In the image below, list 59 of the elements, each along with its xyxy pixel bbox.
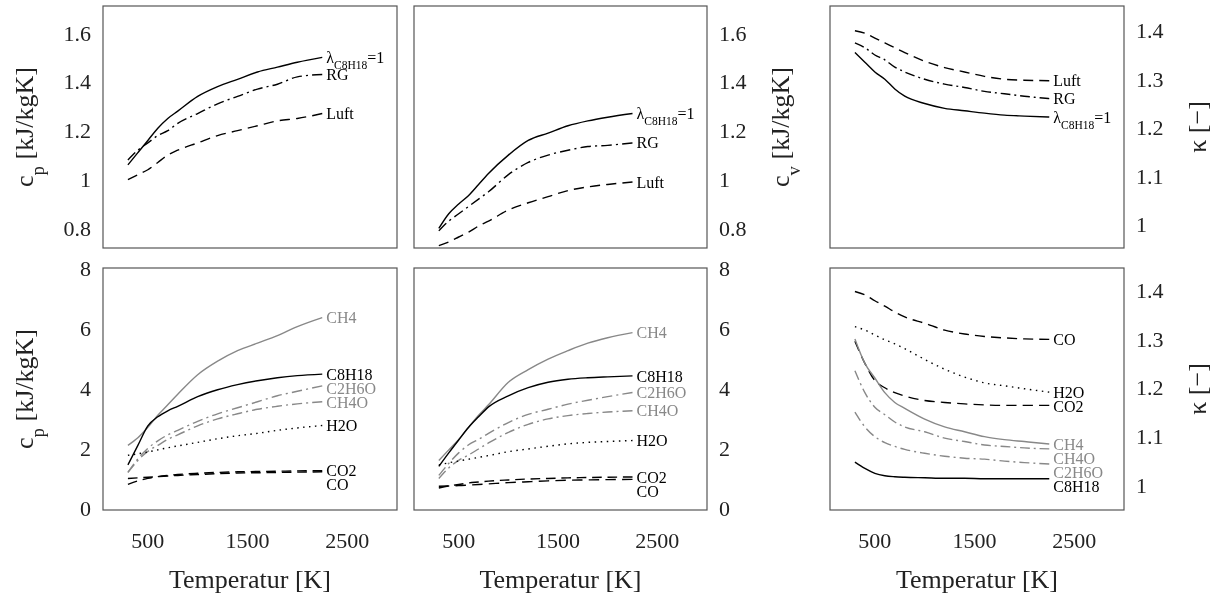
x-tick-label: 500	[442, 528, 476, 553]
series-label: Luft	[636, 173, 665, 191]
y-tick-label: 1	[719, 167, 730, 193]
x-axis-title: Temperatur [K]	[168, 565, 332, 594]
y-tick-label: 1.3	[1136, 326, 1164, 352]
y-tick-label: 1.6	[63, 20, 91, 46]
x-tick-label: 500	[858, 528, 892, 553]
y-tick-label: 6	[719, 315, 730, 341]
y-tick-label: 1	[1136, 212, 1147, 238]
y-tick-label: 6	[80, 315, 91, 341]
y-tick-label: 1.1	[1136, 163, 1164, 189]
y-tick-label: 1.4	[63, 69, 91, 95]
y-tick-label: 1.1	[1136, 424, 1164, 450]
y-tick-label: 0.8	[63, 216, 91, 242]
x-axis-title: Temperatur [K]	[895, 565, 1059, 594]
y-tick-label: 4	[80, 375, 91, 401]
y-tick-label: 4	[719, 375, 730, 401]
series-label: H2O	[326, 417, 358, 435]
x-tick-label: 2500	[1052, 528, 1097, 553]
y-tick-label: 1.2	[1136, 115, 1164, 141]
series-label: RG	[1053, 90, 1076, 108]
x-tick-label: 1500	[952, 528, 997, 553]
series-label: C2H6O	[636, 384, 687, 402]
y-tick-label: 1.2	[1136, 375, 1164, 401]
x-tick-label: 500	[131, 528, 165, 553]
y-tick-label: 0.8	[719, 216, 747, 242]
y-tick-label: 1.2	[63, 118, 91, 144]
y-tick-label: 2	[80, 436, 91, 462]
y-tick-label: 1.4	[1136, 277, 1164, 303]
y-tick-label: 2	[719, 436, 730, 462]
y-tick-label: 1.2	[719, 118, 747, 144]
y-tick-label: 1.4	[1136, 18, 1164, 44]
y-axis-title: κ [−]	[1183, 101, 1212, 153]
series-label: CH4	[636, 324, 667, 342]
y-tick-label: 8	[80, 255, 91, 281]
x-tick-label: 2500	[635, 528, 680, 553]
y-axis-title: κ [−]	[1183, 363, 1212, 415]
series-label: H2O	[636, 432, 668, 450]
x-tick-label: 1500	[536, 528, 581, 553]
series-label: C8H18	[636, 367, 683, 385]
y-tick-label: 1.3	[1136, 66, 1164, 92]
series-label: CH4	[326, 309, 357, 327]
x-axis-title: Temperatur [K]	[479, 565, 642, 594]
series-label: RG	[636, 134, 660, 152]
series-label: Luft	[326, 105, 355, 123]
series-label: CH4O	[636, 402, 679, 420]
y-tick-label: 1.6	[719, 20, 747, 46]
y-tick-label: 8	[719, 255, 730, 281]
x-tick-label: 2500	[325, 528, 370, 553]
y-tick-label: 0	[719, 496, 730, 522]
y-tick-label: 0	[80, 496, 91, 522]
y-tick-label: 1.4	[719, 69, 747, 95]
series-label: Luft	[1053, 72, 1082, 90]
series-label: λ$_{C8H18}$=1	[636, 105, 695, 128]
series-label: λ$_{C8H18}$=1	[1053, 108, 1112, 131]
y-tick-label: 1	[1136, 473, 1147, 499]
series-label: CO	[1053, 330, 1076, 348]
y-tick-label: 1	[80, 167, 91, 193]
x-tick-label: 1500	[225, 528, 270, 553]
